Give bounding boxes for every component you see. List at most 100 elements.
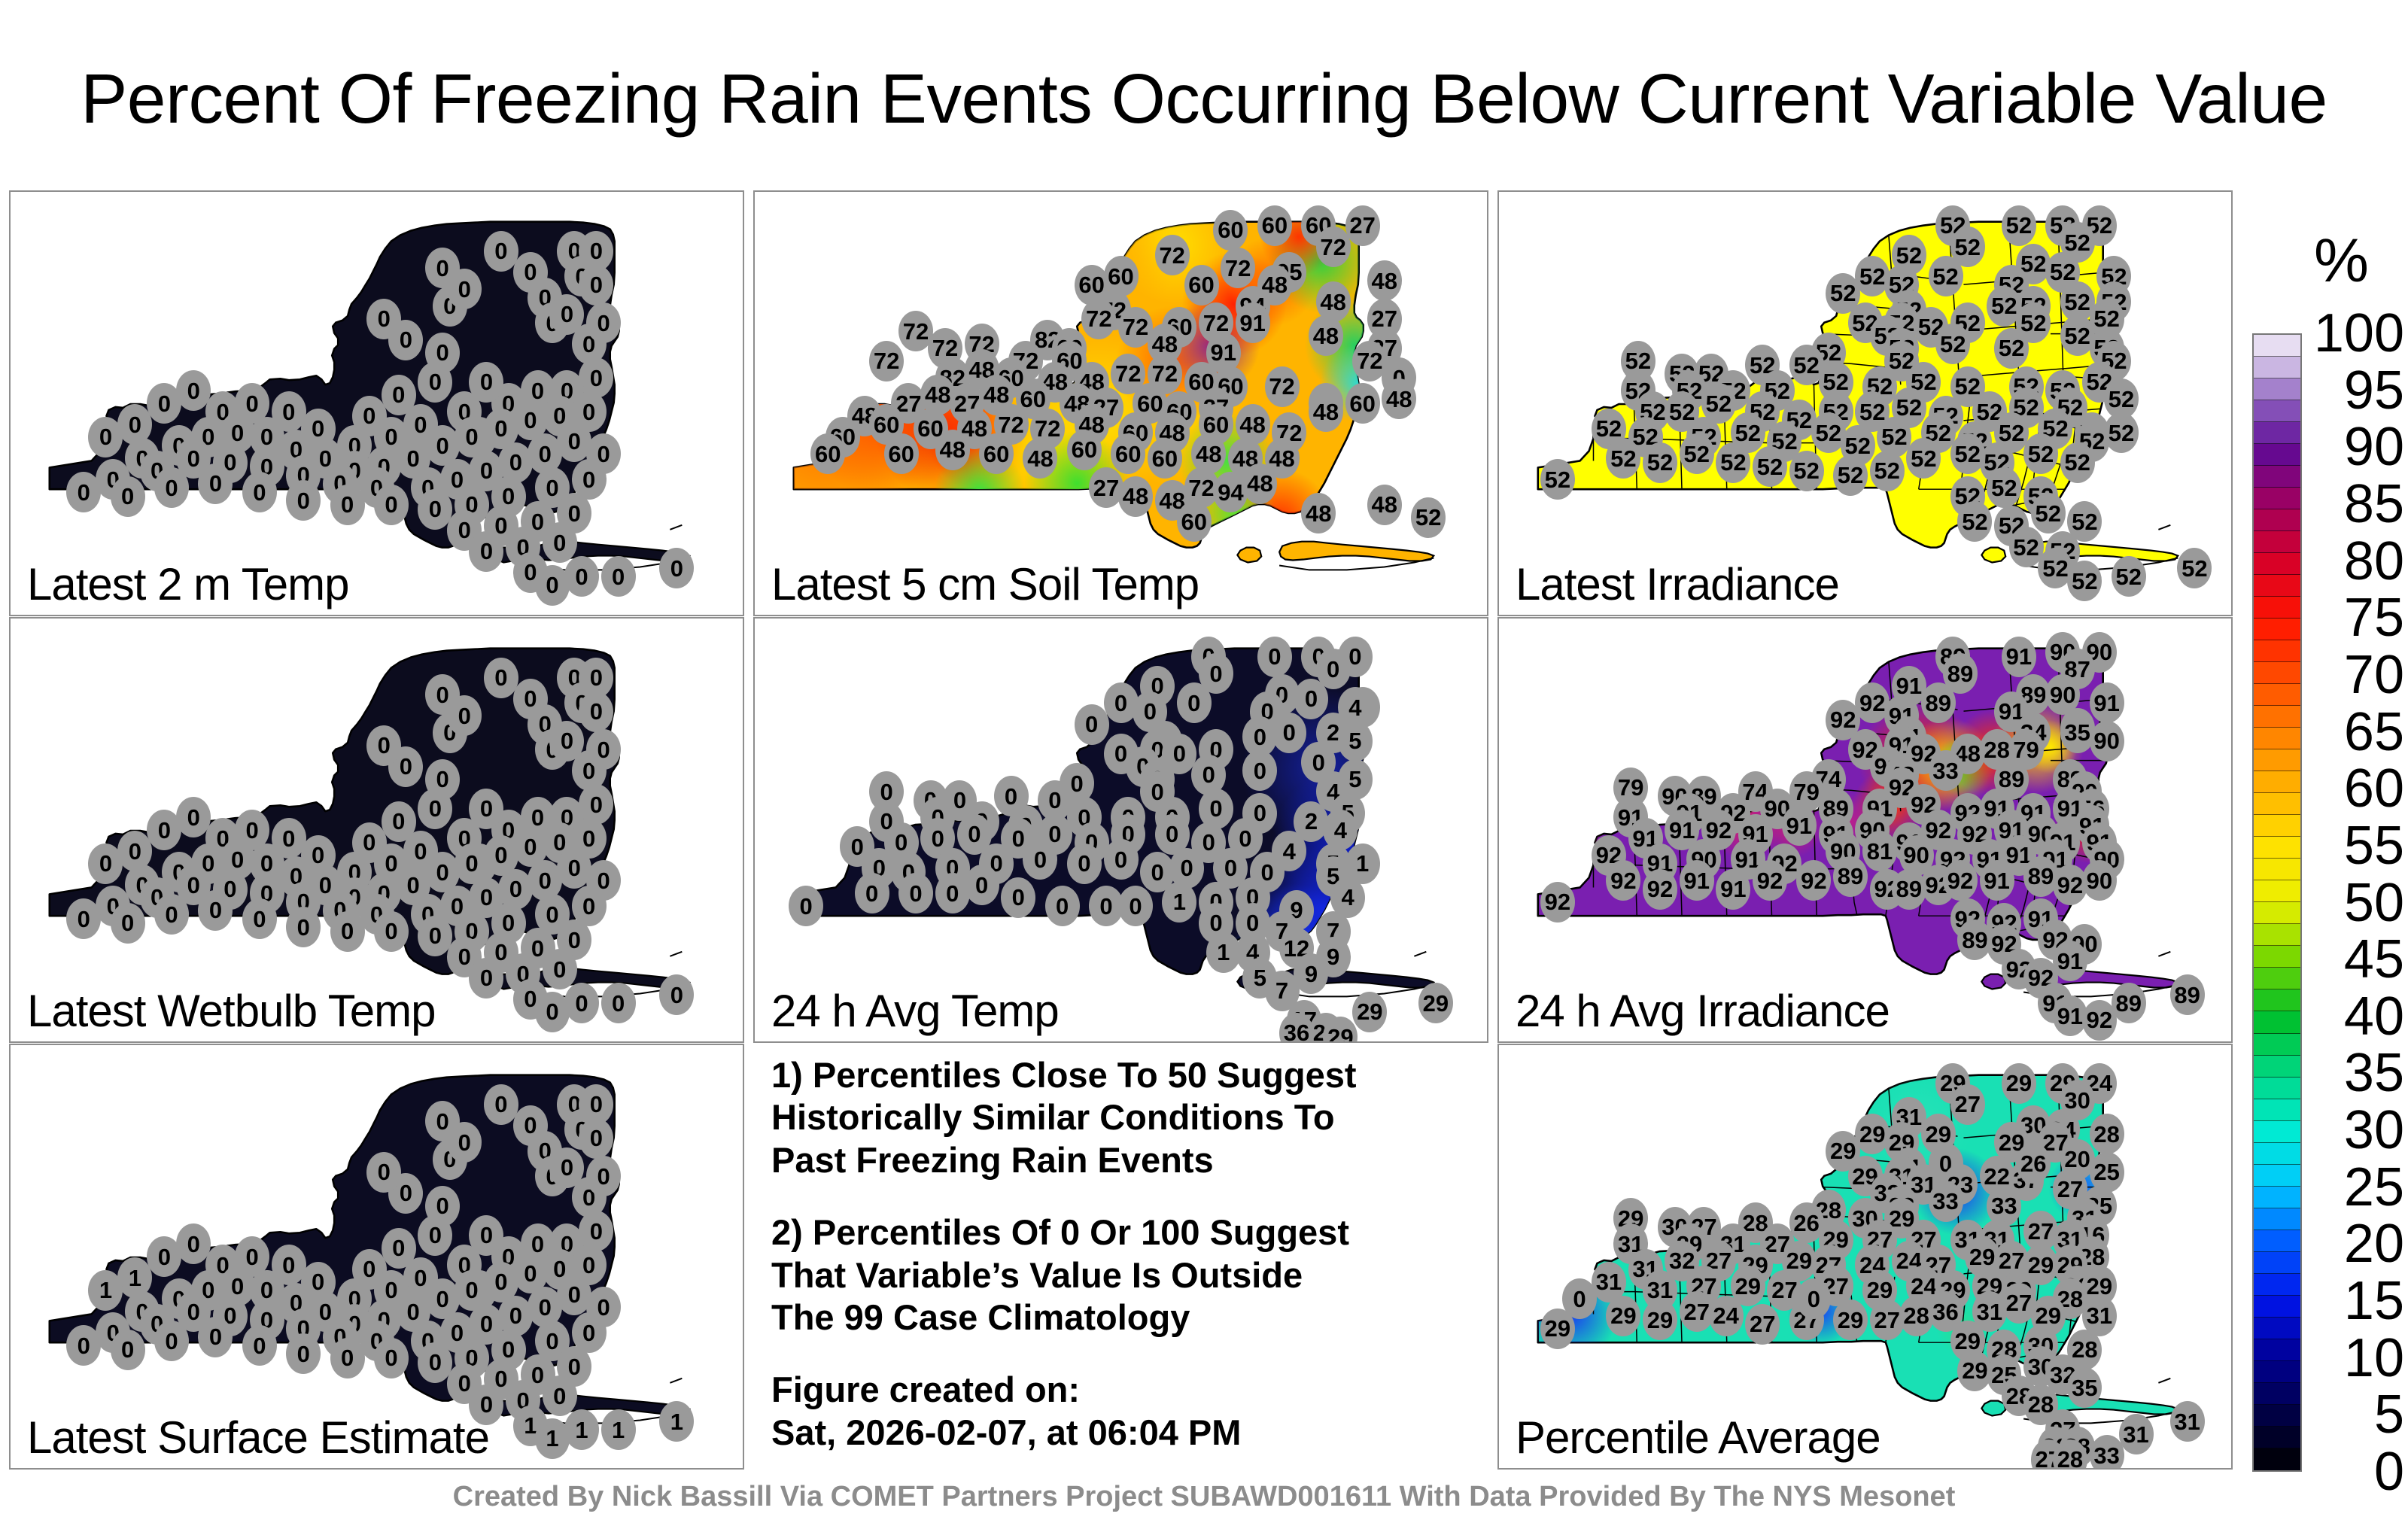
station-marker: 48	[979, 374, 1014, 415]
station-marker: 0	[286, 1333, 321, 1375]
station-marker: 0	[1103, 839, 1139, 880]
colorbar-tick-50: 50	[2343, 872, 2404, 933]
station-marker: 89	[1920, 682, 1956, 724]
station-marker: 0	[242, 1325, 277, 1366]
station-marker: 48	[1308, 315, 1343, 357]
station-marker: 94	[1213, 472, 1248, 513]
station-marker: 0	[1117, 886, 1153, 927]
station-marker: 27	[1679, 1291, 1714, 1333]
station-marker: 0	[469, 877, 504, 918]
station-marker: 60	[1345, 383, 1380, 424]
station-marker: 27	[1701, 1240, 1736, 1281]
colorbar-segment	[2254, 1077, 2300, 1099]
panel-24h-avg-temp[interactable]: 0000000000000002045000000000000545000000…	[753, 617, 1488, 1043]
station-marker: 29	[1606, 1295, 1641, 1336]
station-marker: 91	[1679, 860, 1714, 901]
station-marker: 72	[1154, 235, 1190, 276]
note-2: 2) Percentiles Of 0 Or 100 Suggest That …	[771, 1212, 1349, 1337]
station-marker: 29	[1833, 1299, 1868, 1341]
station-marker: 60	[913, 408, 948, 449]
station-marker: 48	[1301, 493, 1336, 534]
station-marker: 33	[1987, 1185, 2022, 1226]
colorbar-tick-0: 0	[2373, 1442, 2404, 1502]
station-marker: 52	[1701, 383, 1736, 424]
station-marker: 0	[242, 898, 277, 940]
station-marker: 72	[1117, 306, 1153, 348]
station-marker: 0	[557, 1274, 592, 1315]
colorbar-tick-15: 15	[2343, 1271, 2404, 1332]
station-marker: 0	[286, 480, 321, 521]
station-marker: 52	[1855, 256, 1890, 297]
panel-latest-irradiance[interactable]: 52 52 52 52 52 52 52 52 52 52 52 52 52 52 52 52 52 52 52 52…	[1497, 190, 2233, 616]
station-marker: 52	[2104, 412, 2139, 454]
station-marker: 52	[1716, 442, 1751, 483]
station-marker: 27	[1767, 1269, 1802, 1311]
colorbar-segment	[2254, 1382, 2300, 1405]
station-marker: 0	[586, 860, 622, 901]
station-marker: 0	[176, 1223, 211, 1265]
station-marker: 1	[1206, 932, 1241, 973]
colorbar[interactable]	[2252, 333, 2302, 1472]
station-marker: 52	[1826, 272, 1861, 314]
station-marker: 0	[469, 957, 504, 999]
station-marker: 0	[557, 493, 592, 534]
station-marker: 72	[1315, 226, 1351, 268]
page-title: Percent Of Freezing Rain Events Occurrin…	[81, 59, 2327, 138]
station-marker: 52	[1411, 497, 1446, 538]
station-marker: 52	[1811, 412, 1846, 454]
station-marker: 89	[1833, 856, 1868, 897]
station-marker: 28	[1979, 729, 2014, 771]
colorbar-tick-5: 5	[2373, 1385, 2404, 1445]
panel-latest-surface-estimate[interactable]: 0000000000000000000000000000000000001100…	[9, 1044, 744, 1470]
colorbar-segment	[2254, 728, 2300, 750]
station-marker: 0	[542, 1375, 577, 1417]
colorbar-segment	[2254, 968, 2300, 990]
station-marker: 33	[1928, 750, 1963, 792]
station-marker: 0	[110, 1329, 145, 1370]
figure-created-on: Figure created on: Sat, 2026-02-07, at 0…	[771, 1369, 1242, 1452]
station-marker: 29	[1957, 1350, 1993, 1391]
colorbar-segment	[2254, 1033, 2300, 1056]
station-marker: 92	[1606, 860, 1641, 901]
colorbar-segment	[2254, 1142, 2300, 1165]
station-marker: 0	[854, 873, 889, 914]
station-marker: 91	[2089, 682, 2124, 724]
station-marker: 48	[920, 374, 956, 415]
panel-label: 24 h Avg Temp	[771, 986, 1060, 1036]
station-marker: 0	[425, 1185, 461, 1226]
panel-percentile-average[interactable]: 2929292427303130342829292929292702025273…	[1497, 1044, 2233, 1470]
station-marker: 52	[1994, 327, 2029, 369]
panel-24h-avg-irradiance[interactable]: 8991909089879189909192928991919034793590…	[1497, 617, 2233, 1043]
station-marker: 29	[2030, 1295, 2066, 1336]
station-marker: 52	[1987, 285, 2022, 327]
station-marker: 0	[789, 886, 824, 927]
station-marker: 0	[176, 797, 211, 838]
station-marker: 48	[1117, 476, 1153, 517]
colorbar-segment	[2254, 946, 2300, 968]
colorbar-segment	[2254, 1360, 2300, 1383]
station-marker: 0	[483, 657, 518, 698]
colorbar-segment	[2254, 400, 2300, 423]
station-marker: 52	[1789, 450, 1824, 491]
station-marker: 29	[1730, 1266, 1765, 1307]
colorbar-segment	[2254, 706, 2300, 728]
station-marker: 60	[1111, 433, 1146, 475]
station-marker: 1	[564, 1409, 599, 1451]
station-marker: 90	[2089, 720, 2124, 761]
station-marker: 5	[1337, 720, 1373, 761]
station-marker: 0	[1066, 843, 1102, 884]
station-marker: 0	[1242, 716, 1278, 758]
station-marker: 0	[147, 810, 182, 850]
colorbar-segment	[2254, 924, 2300, 947]
station-marker: 28	[2023, 1384, 2059, 1425]
station-marker: 0	[418, 915, 453, 956]
station-marker: 52	[2038, 408, 2073, 449]
station-marker: 52	[1789, 345, 1824, 386]
panel-latest-5cm-soil-temp[interactable]: 6060602772727295484860606094917248274891…	[753, 190, 1488, 616]
panel-label: Latest Irradiance	[1516, 559, 1840, 609]
station-marker: 29	[2023, 1245, 2059, 1286]
station-marker: 89	[1942, 653, 1978, 695]
station-marker: 91	[2052, 995, 2087, 1037]
